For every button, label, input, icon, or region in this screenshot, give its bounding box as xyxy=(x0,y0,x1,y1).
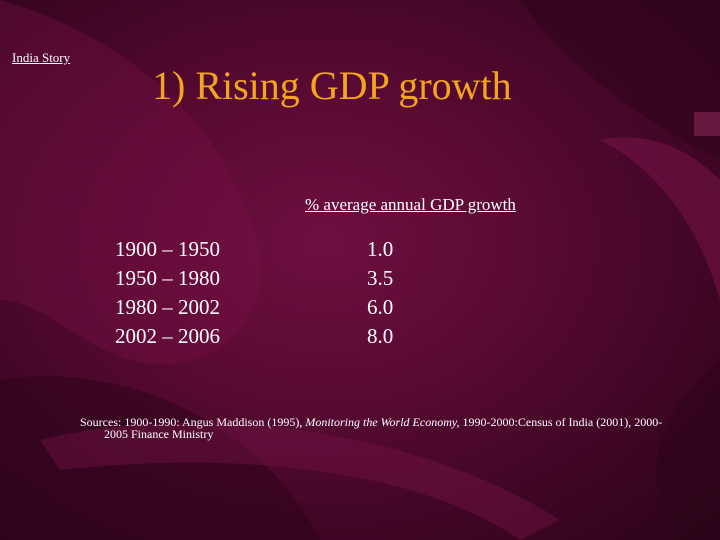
table-row: 1900 – 1950 1.0 xyxy=(115,237,393,266)
sources-note: Sources: 1900-1990: Angus Maddison (1995… xyxy=(80,416,680,440)
sources-continuation: 2005 Finance Ministry xyxy=(104,427,214,441)
table-row: 2002 – 2006 8.0 xyxy=(115,324,393,353)
section-tag: India Story xyxy=(12,50,71,65)
table-row: 1980 – 2002 6.0 xyxy=(115,295,393,324)
period-cell: 1950 – 1980 xyxy=(115,266,220,290)
growth-value-cell: 8.0 xyxy=(367,324,394,348)
period-cell: 1980 – 2002 xyxy=(115,295,220,319)
value-column-header: % average annual GDP growth xyxy=(305,195,516,214)
table-row: 1950 – 1980 3.5 xyxy=(115,266,393,295)
growth-value-cell: 6.0 xyxy=(367,295,394,319)
sources-publication-title: Monitoring the World Economy, xyxy=(305,415,460,429)
period-cell: 1900 – 1950 xyxy=(115,237,220,261)
sources-suffix: 1990-2000:Census of India (2001), 2000- xyxy=(459,415,663,429)
growth-value-cell: 3.5 xyxy=(367,266,394,290)
period-cell: 2002 – 2006 xyxy=(115,324,220,348)
slide-title: 1) Rising GDP growth xyxy=(152,63,512,108)
growth-value-cell: 1.0 xyxy=(367,237,394,261)
growth-table: 1900 – 1950 1.0 1950 – 1980 3.5 1980 – 200… xyxy=(115,237,393,353)
sources-prefix: Sources: 1900-1990: Angus Maddison (1995… xyxy=(80,415,306,429)
